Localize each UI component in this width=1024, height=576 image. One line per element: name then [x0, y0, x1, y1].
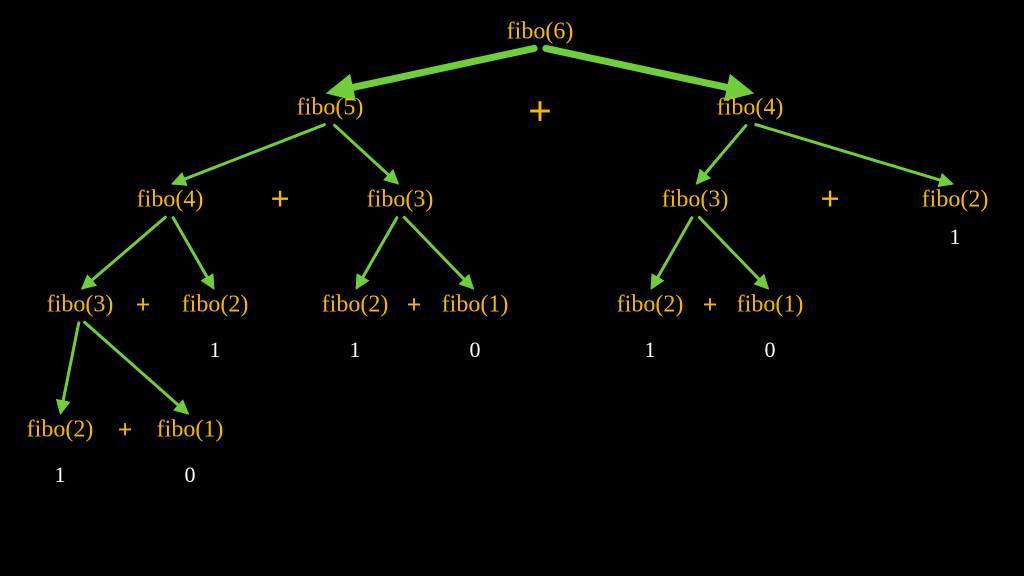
tree-node: fibo(2) [182, 292, 249, 319]
plus-operator: + [703, 290, 718, 320]
edge [334, 48, 534, 91]
edge [699, 217, 767, 287]
tree-node: fibo(6) [507, 19, 574, 46]
base-value: 0 [185, 462, 196, 488]
edge [698, 125, 746, 182]
tree-node: fibo(3) [47, 292, 114, 319]
tree-node: fibo(3) [662, 187, 729, 214]
edge-layer [0, 0, 1024, 576]
tree-node: fibo(2) [617, 292, 684, 319]
edge [83, 217, 165, 287]
edge [85, 322, 187, 412]
tree-node: fibo(3) [367, 187, 434, 214]
tree-node: fibo(5) [297, 95, 364, 122]
plus-operator: + [136, 290, 151, 320]
tree-node: fibo(2) [322, 292, 389, 319]
edge [357, 218, 397, 288]
tree-node: fibo(4) [137, 187, 204, 214]
edge [546, 48, 746, 91]
plus-operator: + [820, 181, 839, 219]
plus-operator: + [407, 290, 422, 320]
base-value: 1 [55, 462, 66, 488]
base-value: 0 [470, 337, 481, 363]
base-value: 1 [645, 337, 656, 363]
base-value: 1 [350, 337, 361, 363]
plus-operator: + [528, 88, 552, 136]
base-value: 1 [210, 337, 221, 363]
edge [652, 218, 692, 288]
edge [404, 217, 472, 287]
edge [174, 125, 325, 184]
tree-node: fibo(1) [442, 292, 509, 319]
base-value: 1 [950, 224, 961, 250]
edge [61, 323, 79, 412]
plus-operator: + [118, 415, 133, 445]
tree-node: fibo(2) [922, 187, 989, 214]
base-value: 0 [765, 337, 776, 363]
edge [173, 218, 213, 288]
tree-node: fibo(4) [717, 95, 784, 122]
tree-node: fibo(2) [27, 417, 94, 444]
tree-node: fibo(1) [737, 292, 804, 319]
tree-node: fibo(1) [157, 417, 224, 444]
edge [335, 125, 397, 182]
plus-operator: + [270, 181, 289, 219]
edge [756, 125, 951, 184]
